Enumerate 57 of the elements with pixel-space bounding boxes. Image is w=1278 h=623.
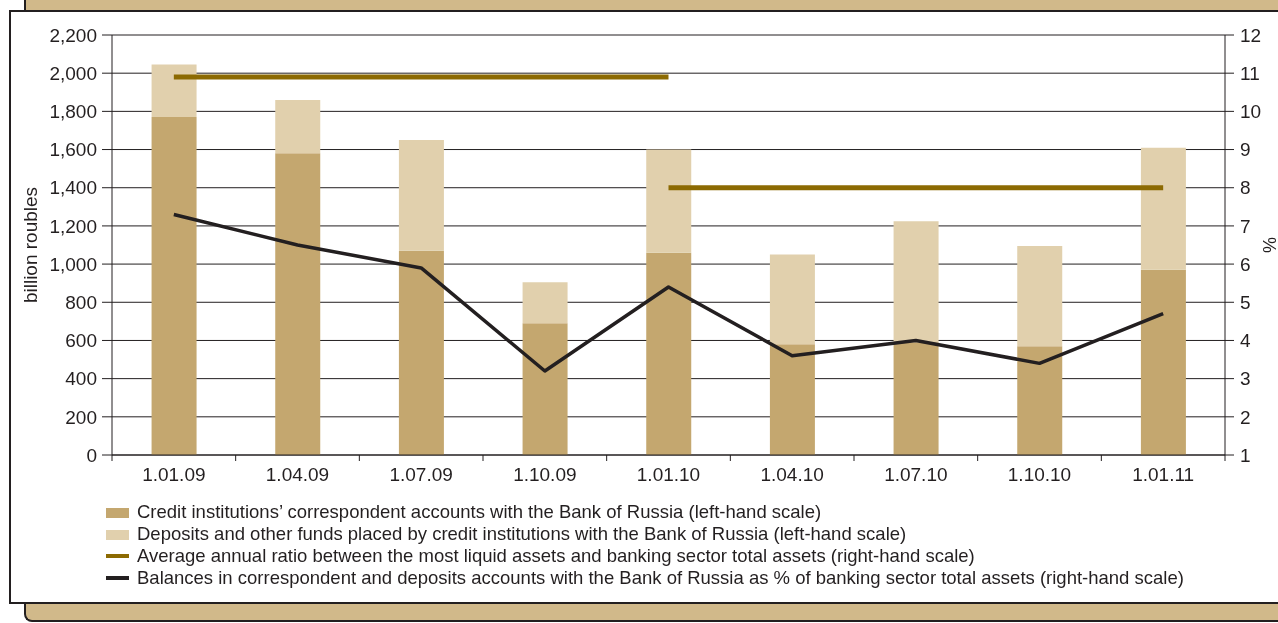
y-tick-label: 2,200 [49,24,97,46]
bar [1017,245,1063,347]
y2-tick-label: 4 [1240,330,1251,352]
bar [769,344,815,455]
y-tick-label: 2,000 [49,62,97,84]
bar [522,323,568,455]
legend-label: Credit institutions’ correspondent accounts with the Bank of Russia (left-hand scale) [137,501,822,522]
x-tick-label: 1.07.09 [389,464,453,485]
x-tick-label: 1.01.10 [636,464,701,485]
y2-tick-label: 7 [1240,215,1251,237]
y2-tick-label: 9 [1240,139,1251,161]
y2-tick-label: 11 [1240,62,1260,84]
bar [893,342,939,455]
y2-tick-label: 12 [1240,24,1262,46]
y-tick-label: 1,800 [49,101,97,123]
bar [893,221,939,343]
y-tick-label: 800 [65,292,97,314]
bar [398,250,444,455]
bar [398,140,444,251]
y2-tick-label: 1 [1240,444,1251,466]
bar [1017,346,1063,455]
bar [769,254,815,345]
x-tick-label: 1.10.10 [1007,464,1072,485]
bar [522,282,568,324]
y2-axis-title: % [1260,236,1278,254]
x-tick-label: 1.01.09 [142,464,206,485]
y2-tick-label: 3 [1240,368,1251,390]
y2-tick-label: 8 [1240,177,1251,199]
x-tick-label: 1.01.11 [1132,464,1195,485]
x-tick-label: 1.04.09 [265,464,330,485]
bar [275,153,321,455]
x-tick-label: 1.10.09 [513,464,577,485]
bar [1140,147,1186,270]
y2-tick-label: 2 [1240,406,1251,428]
y-tick-label: 400 [65,368,97,390]
bar [151,64,197,118]
y-tick-label: 1,200 [49,215,97,237]
y-axis-title: billion roubles [20,186,41,304]
y2-tick-label: 6 [1240,253,1251,275]
bar [646,149,692,253]
y-tick-label: 600 [65,330,97,352]
legend-label: Deposits and other funds placed by credit institutions with the Bank of Russia (left-hand scale) [137,523,907,544]
bar [1140,269,1186,455]
y2-tick-label: 5 [1240,292,1251,314]
y-tick-label: 1,600 [49,139,97,161]
y-tick-label: 1,400 [49,177,97,199]
y2-tick-label: 10 [1240,101,1262,123]
y-tick-label: 200 [65,406,97,428]
legend-label: Average annual ratio between the most liquid assets and banking sector total assets (right-hand scale) [137,545,975,566]
x-tick-label: 1.07.10 [884,464,948,485]
x-tick-label: 1.04.10 [760,464,824,485]
y-tick-label: 0 [86,444,97,466]
bar [151,117,197,455]
bar [646,252,692,455]
bar [275,99,321,154]
legend-label: Balances in correspondent and deposits accounts with the Bank of Russia as % of banking sector total assets (right-hand scale) [137,567,1184,588]
y-tick-label: 1,000 [49,253,97,275]
